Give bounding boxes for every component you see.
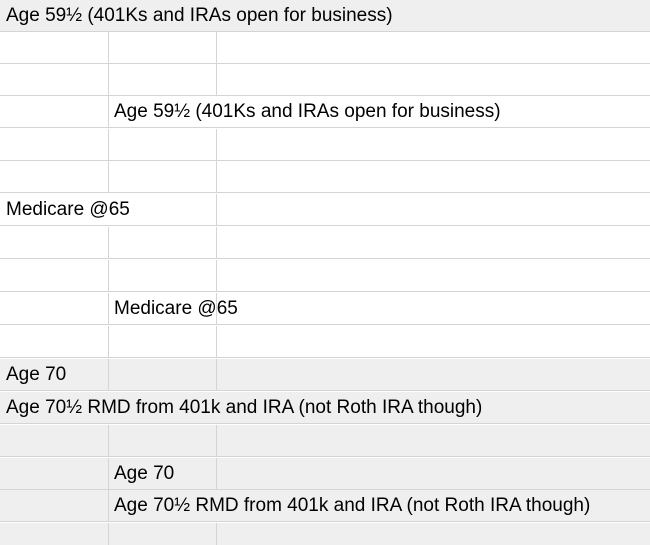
sheet-row: Age 70 [0, 359, 650, 391]
cell[interactable] [217, 32, 650, 63]
sheet-row [0, 161, 650, 193]
cell[interactable] [217, 458, 650, 489]
cell[interactable] [0, 96, 109, 127]
cell[interactable] [109, 425, 217, 456]
cell[interactable] [109, 161, 217, 192]
cell-text: Age 70 [114, 463, 175, 484]
cell[interactable] [0, 326, 109, 357]
cell[interactable] [109, 32, 217, 63]
cell[interactable] [217, 523, 650, 545]
cell[interactable] [217, 425, 650, 456]
cell[interactable] [217, 129, 650, 160]
sheet-row: Medicare @65 [0, 194, 650, 226]
cell[interactable] [0, 458, 109, 489]
cell[interactable] [0, 227, 109, 258]
cell[interactable] [0, 490, 109, 521]
sheet-row: Age 59½ (401Ks and IRAs open for busines… [0, 0, 650, 32]
cell-text: Age 59½ (401Ks and IRAs open for busines… [6, 5, 393, 26]
cell[interactable] [0, 293, 109, 324]
cell[interactable] [217, 161, 650, 192]
cell[interactable] [0, 425, 109, 456]
sheet-row: Age 70 [0, 458, 650, 490]
cell[interactable] [109, 326, 217, 357]
cell-text: Age 59½ (401Ks and IRAs open for busines… [114, 101, 501, 122]
cell[interactable] [109, 194, 217, 225]
sheet-row [0, 32, 650, 64]
cell-text: Age 70½ RMD from 401k and IRA (not Roth … [114, 495, 591, 516]
cell[interactable] [109, 260, 217, 291]
cell[interactable] [109, 458, 217, 489]
sheet-row: Medicare @65 [0, 293, 650, 325]
sheet-row: Age 70½ RMD from 401k and IRA (not Roth … [0, 392, 650, 424]
sheet-row [0, 523, 650, 545]
cell[interactable] [0, 260, 109, 291]
cell[interactable] [217, 227, 650, 258]
cell[interactable] [109, 64, 217, 95]
cell[interactable] [0, 64, 109, 95]
cell[interactable] [217, 194, 650, 225]
cell[interactable] [0, 161, 109, 192]
cell-text: Medicare @65 [114, 298, 238, 319]
sheet-row [0, 227, 650, 259]
cell[interactable] [0, 32, 109, 63]
cell[interactable] [109, 227, 217, 258]
cell[interactable] [217, 293, 650, 324]
sheet-row [0, 129, 650, 161]
cell[interactable] [217, 359, 650, 390]
cell[interactable] [217, 260, 650, 291]
cell[interactable] [109, 129, 217, 160]
cell[interactable] [109, 359, 217, 390]
cell[interactable] [0, 523, 109, 545]
sheet-row [0, 425, 650, 457]
sheet-row [0, 326, 650, 358]
cell[interactable] [217, 326, 650, 357]
sheet-row [0, 64, 650, 96]
cell-text: Age 70½ RMD from 401k and IRA (not Roth … [6, 397, 483, 418]
cell-text: Medicare @65 [6, 199, 130, 220]
cell[interactable] [217, 64, 650, 95]
cell[interactable] [0, 129, 109, 160]
cell[interactable] [109, 293, 217, 324]
sheet-row [0, 260, 650, 292]
cell[interactable] [0, 359, 109, 390]
sheet-row: Age 59½ (401Ks and IRAs open for busines… [0, 96, 650, 128]
cell[interactable] [109, 523, 217, 545]
cell-text: Age 70 [6, 364, 67, 385]
sheet-row: Age 70½ RMD from 401k and IRA (not Roth … [0, 490, 650, 522]
